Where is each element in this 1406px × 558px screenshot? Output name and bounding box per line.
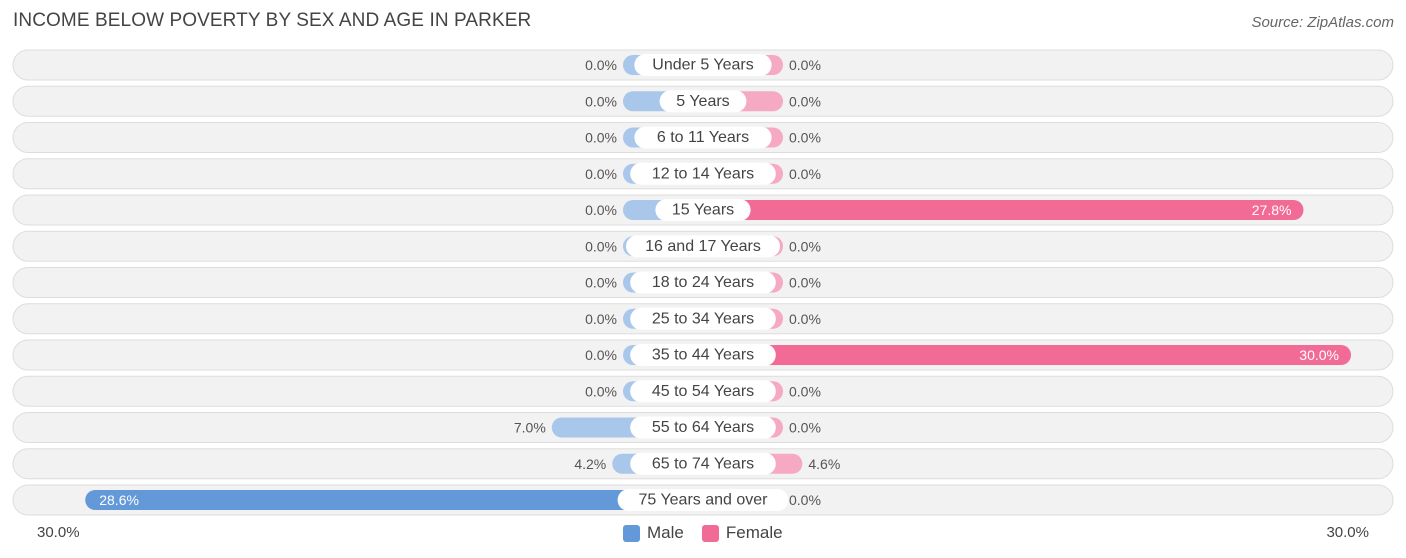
category-label: 15 Years [672, 202, 734, 219]
category-label-pill [630, 271, 776, 294]
female-value-label: 0.0% [789, 311, 821, 327]
male-value-label: 0.0% [585, 383, 617, 399]
male-value-label: 0.0% [585, 311, 617, 327]
female-value-label: 0.0% [789, 130, 821, 146]
male-value-label: 4.2% [574, 456, 606, 472]
female-value-label: 0.0% [789, 492, 821, 508]
chart-title: INCOME BELOW POVERTY BY SEX AND AGE IN P… [13, 10, 532, 31]
male-value-label: 0.0% [585, 166, 617, 182]
category-label: 6 to 11 Years [657, 129, 749, 146]
female-value-label: 0.0% [789, 93, 821, 109]
category-label-pill [634, 126, 772, 149]
female-value-label: 0.0% [789, 166, 821, 182]
category-label-pill [617, 489, 789, 511]
category-label: 65 to 74 Years [652, 455, 754, 472]
category-label: 12 to 14 Years [652, 165, 754, 182]
female-value-label: 0.0% [789, 420, 821, 436]
legend-item-male: Male [623, 523, 684, 543]
category-label: 25 to 34 Years [652, 310, 754, 327]
source-credit: Source: ZipAtlas.com [1251, 14, 1394, 31]
category-label-pill [659, 90, 747, 113]
female-value-label: 30.0% [1299, 347, 1339, 363]
category-label: Under 5 Years [652, 57, 753, 74]
legend: Male Female [623, 523, 801, 543]
category-label: 16 and 17 Years [645, 238, 761, 255]
female-value-label: 0.0% [789, 238, 821, 254]
male-value-label: 0.0% [585, 130, 617, 146]
category-label: 45 to 54 Years [652, 383, 754, 400]
female-value-label: 0.0% [789, 383, 821, 399]
male-value-label: 7.0% [514, 420, 546, 436]
category-label-pill [634, 54, 772, 76]
male-value-label: 0.0% [585, 93, 617, 109]
legend-female-label: Female [725, 523, 783, 542]
female-value-label: 0.0% [789, 57, 821, 73]
category-label: 18 to 24 Years [652, 274, 754, 291]
category-label-pill [655, 199, 751, 221]
category-label: 55 to 64 Years [652, 419, 754, 436]
category-label-pill [630, 162, 776, 185]
category-label-pill [626, 235, 780, 258]
female-bar [703, 345, 1351, 365]
category-label: 35 to 44 Years [652, 347, 754, 364]
category-label-pill [630, 380, 776, 403]
male-bar [85, 490, 704, 510]
female-value-label: 0.0% [789, 275, 821, 291]
category-label: 5 Years [676, 93, 729, 110]
category-label: 75 Years and over [639, 492, 769, 509]
category-label-pill [630, 416, 776, 439]
male-value-label: 0.0% [585, 202, 617, 218]
male-swatch [623, 524, 640, 542]
male-value-label: 0.0% [585, 275, 617, 291]
female-bar [703, 200, 1304, 220]
female-value-label: 27.8% [1252, 202, 1292, 218]
category-label-pill [630, 344, 776, 366]
female-swatch [701, 524, 719, 542]
category-label-pill [630, 452, 776, 475]
male-value-label: 0.0% [585, 347, 617, 363]
axis-left-label: 30.0% [37, 524, 80, 541]
male-value-label: 28.6% [99, 492, 139, 508]
female-value-label: 4.6% [808, 456, 840, 472]
male-value-label: 0.0% [585, 238, 617, 254]
legend-item-female: Female [701, 523, 783, 543]
legend-male-label: Male [647, 523, 684, 542]
axis-right-label: 30.0% [1326, 524, 1369, 541]
male-value-label: 0.0% [585, 57, 617, 73]
category-label-pill [630, 307, 776, 330]
